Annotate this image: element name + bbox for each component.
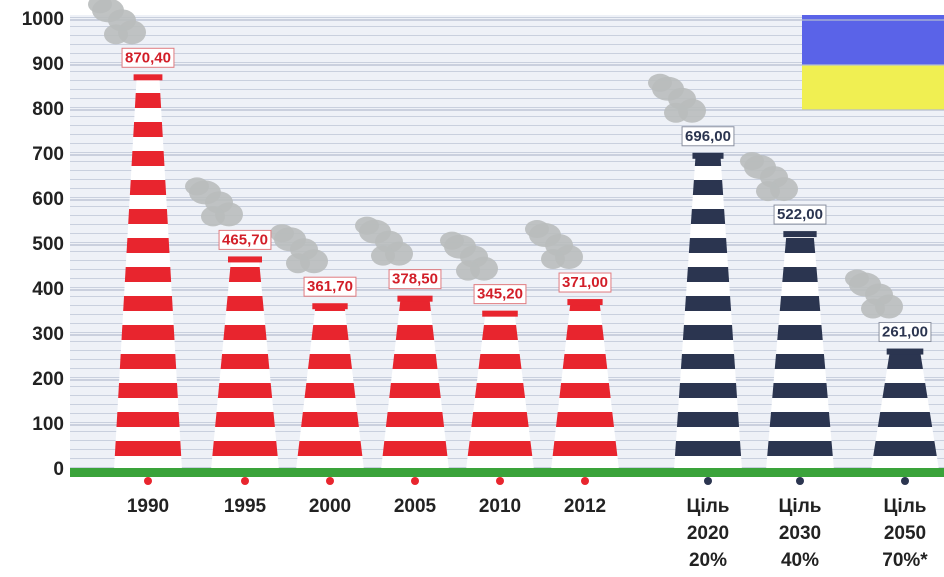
value-label: 378,50 [392,271,438,288]
value-label-box [218,229,272,250]
value-label-box [121,47,175,68]
y-tick-label: 0 [53,459,64,480]
y-tick-label: 1000 [22,9,64,30]
smoke [861,298,885,319]
y-tick-label: 700 [32,144,64,165]
x-tick-label: 2010 [479,496,521,517]
chimney [296,307,364,470]
base-dot [796,477,804,485]
value-label-box [558,272,612,293]
x-tick-label: 2005 [394,496,437,517]
value-label: 371,00 [562,274,608,291]
chimney [211,260,279,470]
y-tick-label: 300 [32,324,64,345]
y-tick-label: 900 [32,54,64,75]
smoke [201,206,225,227]
smoke [756,181,780,202]
value-label-box [473,284,527,305]
chimney-cap [227,256,263,263]
value-label: 696,00 [685,128,731,145]
smoke [104,24,128,45]
x-tick-label: 1990 [127,496,169,517]
y-tick-label: 200 [32,369,64,390]
smoke [355,216,379,235]
chimney-cap [783,231,817,238]
chimney-cap [482,310,518,317]
value-label: 870,40 [125,49,171,66]
x-tick-label: Ціль 2030 40% [779,496,822,571]
base-dot [704,477,712,485]
y-tick-label: 400 [32,279,64,300]
x-tick-label: Ціль 2050 70%* [882,496,928,571]
y-tick-label: 800 [32,99,64,120]
smoke [648,73,672,92]
baseline [70,468,944,477]
chimney-cap [312,303,348,310]
base-dot [411,477,419,485]
chimney-cap [567,299,603,306]
smoke [371,245,395,266]
smoke [270,224,294,243]
x-tick-label: 2012 [564,496,606,517]
smoke [740,152,764,171]
value-label-box [303,276,357,297]
chimney [114,78,182,470]
smoke [845,269,869,288]
chimney [674,156,742,471]
value-label: 345,20 [477,286,523,303]
value-label-box [773,204,827,225]
value-label: 522,00 [777,206,823,223]
chimney-cap [397,295,433,302]
base-dot [144,477,152,485]
base-dot [326,477,334,485]
base-dot [901,477,909,485]
chimney-cap [692,152,724,159]
smoke [440,231,464,250]
smoke [286,253,310,274]
x-tick-label: 1995 [224,496,267,517]
chimney [466,314,534,470]
value-label: 465,70 [222,231,268,248]
chimney-cap [133,74,163,81]
chimney-cap [886,348,924,355]
chimney [381,299,449,470]
x-tick-label: 2000 [309,496,351,517]
x-tick-label: Ціль 2020 20% [687,496,730,571]
chimney [871,352,939,470]
smoke [664,102,688,123]
value-label-box [388,269,442,290]
value-label-box [878,322,932,343]
value-label-box [681,126,735,147]
base-dot [496,477,504,485]
y-tick-label: 100 [32,414,64,435]
base-dot [581,477,589,485]
y-tick-label: 600 [32,189,64,210]
chimney [766,235,834,470]
smoke [185,177,209,196]
value-label: 261,00 [882,324,928,341]
flag-blue [802,15,944,65]
chimney [551,303,619,470]
base-dot [241,477,249,485]
smoke [456,260,480,281]
y-tick-label: 500 [32,234,64,255]
flag-yellow [802,65,944,110]
smoke [525,220,549,239]
smoke [88,0,112,14]
value-label: 361,70 [307,278,353,295]
smoke [541,249,565,270]
